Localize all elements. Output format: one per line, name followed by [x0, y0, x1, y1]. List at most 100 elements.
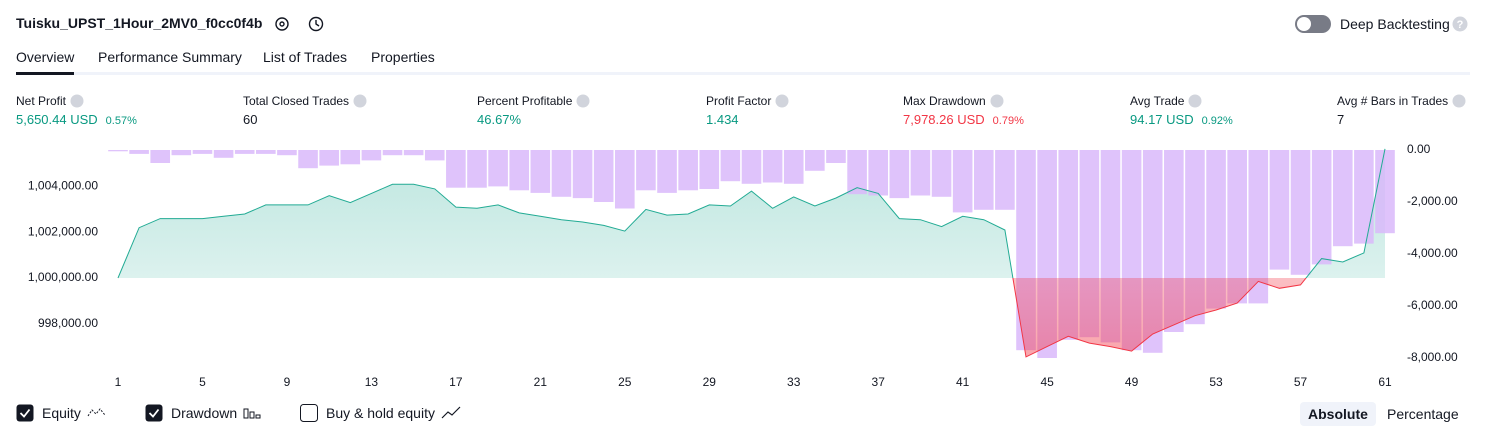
- toggle-knob: [1297, 17, 1311, 31]
- drawdown-bar: [1248, 150, 1269, 304]
- legend-label: Equity: [42, 405, 81, 421]
- drawdown-bar: [467, 150, 487, 188]
- legend-label: Buy & hold equity: [326, 405, 435, 421]
- info-icon[interactable]: [990, 94, 1004, 108]
- metric-change: 0.57%: [105, 115, 137, 127]
- drawdown-bar: [889, 150, 910, 199]
- y-tick-label: 998,000.00: [38, 316, 98, 330]
- metric-number: 7,978.26 USD: [903, 112, 985, 127]
- legend-icon: [243, 408, 261, 419]
- drawdown-bar: [234, 150, 255, 154]
- drawdown-bar: [1311, 150, 1332, 265]
- checkbox[interactable]: [300, 404, 318, 422]
- drawdown-bar: [847, 150, 867, 195]
- drawdown-bar: [403, 150, 424, 156]
- metric-label: Avg Trade: [1130, 94, 1202, 108]
- y-tick-label: 1,000,000.00: [28, 270, 98, 284]
- active-tab-underline: [16, 72, 74, 75]
- tab[interactable]: Properties: [371, 49, 435, 65]
- drawdown-bar: [192, 150, 213, 154]
- drawdown-bar: [1227, 150, 1247, 304]
- drawdown-bar: [488, 150, 508, 187]
- drawdown-bar: [298, 150, 318, 169]
- info-icon[interactable]: [1188, 94, 1202, 108]
- info-icon[interactable]: [775, 94, 789, 108]
- drawdown-bar: [509, 150, 530, 191]
- metric-label: Max Drawdown: [903, 94, 1004, 108]
- tab[interactable]: List of Trades: [263, 49, 348, 65]
- settings-icon[interactable]: [275, 17, 289, 31]
- legend-icon: [87, 408, 106, 417]
- info-dot: [353, 94, 367, 108]
- help-icon[interactable]: ?: [1452, 16, 1470, 34]
- metric-value: 94.17 USD 0.92%: [1130, 112, 1233, 127]
- tab[interactable]: Performance Summary: [98, 49, 242, 65]
- metric-value: 7,978.26 USD 0.79%: [903, 112, 1024, 127]
- drawdown-bar: [446, 150, 466, 188]
- drawdown-bar: [868, 150, 889, 196]
- metric-number: 7: [1337, 112, 1345, 127]
- equity-line: [117, 148, 1386, 278]
- drawdown-bar: [762, 150, 783, 183]
- metric-label: Profit Factor: [706, 94, 789, 108]
- metric-label: Total Closed Trades: [243, 94, 367, 108]
- drawdown-bar: [699, 150, 720, 189]
- y2-tick-label: -2,000.00: [1407, 194, 1458, 208]
- y-tick-label: 1,004,000.00: [28, 179, 98, 193]
- x-tick-label: 45: [1040, 375, 1054, 389]
- deep-toggle[interactable]: [1294, 14, 1334, 34]
- drawdown-bar: [150, 150, 171, 163]
- x-tick-label: 49: [1125, 375, 1139, 389]
- legend-item[interactable]: Buy & hold equity: [300, 403, 461, 423]
- metric-number: 5,650.44 USD: [16, 112, 98, 127]
- drawdown-bar: [129, 150, 149, 154]
- legend-item[interactable]: Equity: [16, 403, 107, 423]
- metric-label: Percent Profitable: [477, 94, 590, 108]
- y2-tick-label: -4,000.00: [1407, 246, 1458, 260]
- metric-number: 1.434: [706, 112, 739, 127]
- drawdown-bar: [995, 150, 1015, 210]
- drawdown-bar: [741, 150, 762, 184]
- checkbox[interactable]: [145, 404, 163, 422]
- x-tick-label: 53: [1209, 375, 1223, 389]
- info-icon[interactable]: [353, 94, 367, 108]
- drawdown-bar: [1269, 150, 1290, 270]
- drawdown-bar: [805, 150, 825, 171]
- x-tick-label: 13: [365, 375, 379, 389]
- drawdown-bar: [171, 150, 192, 156]
- scale-button[interactable]: Percentage: [1387, 406, 1459, 422]
- drawdown-bar: [636, 150, 656, 191]
- drawdown-bar: [910, 150, 931, 196]
- drawdown-bar: [256, 150, 276, 154]
- chart: 998,000.00 1,000,000.00 1,002,000.00 1,004,…: [28, 142, 1458, 389]
- info-icon[interactable]: [1452, 94, 1466, 108]
- drawdown-bar: [1206, 150, 1226, 309]
- metric-number: 60: [243, 112, 258, 127]
- metric-label: Avg # Bars in Trades: [1337, 94, 1466, 108]
- y-tick-label: 1,002,000.00: [28, 224, 98, 238]
- info-dot: [775, 94, 789, 108]
- scale-button-active[interactable]: Absolute: [1300, 402, 1376, 426]
- drawdown-bar: [678, 150, 698, 191]
- info-icon[interactable]: [576, 94, 590, 108]
- reload-icon[interactable]: [308, 16, 324, 32]
- metric-value: 5,650.44 USD 0.57%: [16, 112, 137, 127]
- drawdown-bar: [572, 150, 593, 199]
- info-icon[interactable]: [70, 94, 84, 108]
- tab[interactable]: Overview: [16, 49, 75, 65]
- drawdown-bar: [361, 150, 382, 161]
- x-tick-label: 61: [1378, 375, 1392, 389]
- x-tick-label: 17: [449, 375, 463, 389]
- drawdown-bar: [277, 150, 297, 156]
- drawdown-bar: [1375, 150, 1395, 234]
- drawdown-bar: [657, 150, 677, 193]
- legend-item[interactable]: Drawdown: [145, 403, 263, 423]
- x-tick-label: 29: [703, 375, 717, 389]
- metric-value: 46.67%: [477, 112, 521, 127]
- drawdown-bar: [108, 150, 128, 152]
- drawdown-bar: [720, 150, 741, 182]
- equity-line-below: [118, 278, 1307, 358]
- drawdown-bar: [424, 150, 445, 161]
- checkbox[interactable]: [16, 404, 34, 422]
